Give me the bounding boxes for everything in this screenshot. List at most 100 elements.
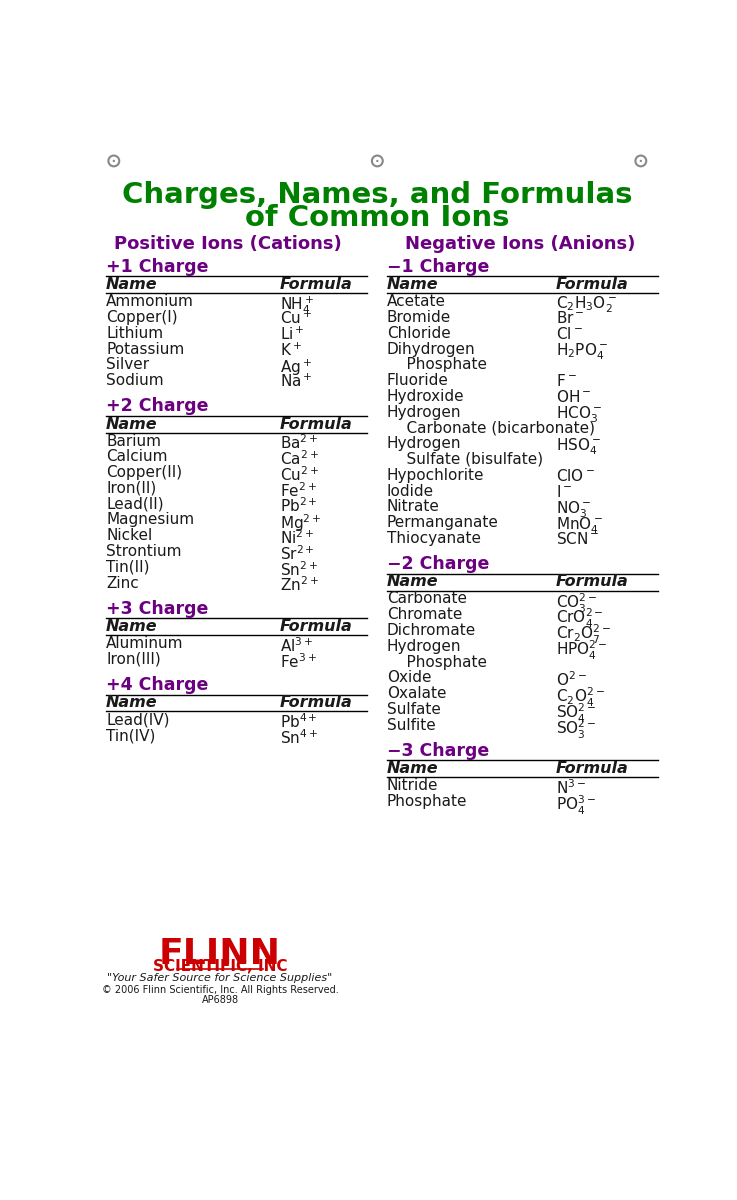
Text: O$^{2-}$: O$^{2-}$ — [556, 671, 587, 689]
Text: PO$_4^{3-}$: PO$_4^{3-}$ — [556, 794, 595, 817]
Text: Charges, Names, and Formulas: Charges, Names, and Formulas — [122, 181, 632, 209]
Text: Chromate: Chromate — [387, 607, 462, 622]
Text: Chloride: Chloride — [387, 325, 450, 341]
Text: Hydrogen: Hydrogen — [387, 404, 461, 420]
Text: Mg$^{2+}$: Mg$^{2+}$ — [279, 512, 321, 534]
Text: Ba$^{2+}$: Ba$^{2+}$ — [279, 433, 318, 452]
Text: SCIENTIFIC, INC: SCIENTIFIC, INC — [153, 959, 287, 973]
Text: Name: Name — [387, 277, 439, 293]
Text: Br$^-$: Br$^-$ — [556, 310, 584, 326]
Text: F$^-$: F$^-$ — [556, 373, 576, 389]
Text: HCO$_3^-$: HCO$_3^-$ — [556, 404, 601, 425]
Text: Fe$^{2+}$: Fe$^{2+}$ — [279, 481, 317, 499]
Text: Lead(II): Lead(II) — [106, 497, 164, 511]
Text: Pb$^{2+}$: Pb$^{2+}$ — [279, 497, 318, 515]
Text: Phosphate: Phosphate — [387, 794, 467, 809]
Text: FLINN: FLINN — [159, 937, 281, 971]
Text: ®: ® — [251, 938, 263, 952]
Text: Name: Name — [387, 761, 439, 776]
Circle shape — [640, 160, 642, 162]
Text: Nitride: Nitride — [387, 778, 438, 793]
Text: Zinc: Zinc — [106, 576, 139, 590]
Text: Li$^+$: Li$^+$ — [279, 325, 304, 343]
Text: Sulfate: Sulfate — [387, 702, 441, 716]
Text: Dihydrogen: Dihydrogen — [387, 342, 475, 356]
Text: Iron(II): Iron(II) — [106, 481, 156, 496]
Text: Strontium: Strontium — [106, 544, 181, 559]
Text: C$_2$H$_3$O$_2^-$: C$_2$H$_3$O$_2^-$ — [556, 294, 617, 314]
Text: CrO$_4^{2-}$: CrO$_4^{2-}$ — [556, 607, 604, 630]
Text: Copper(I): Copper(I) — [106, 310, 178, 325]
Text: Na$^+$: Na$^+$ — [279, 373, 312, 390]
Text: Ammonium: Ammonium — [106, 294, 194, 310]
Text: Hydroxide: Hydroxide — [387, 389, 464, 404]
Text: Oxide: Oxide — [387, 671, 431, 685]
Text: SO$_3^{2-}$: SO$_3^{2-}$ — [556, 718, 596, 740]
Text: Calcium: Calcium — [106, 449, 167, 464]
Text: Bromide: Bromide — [387, 310, 451, 325]
Text: OH$^-$: OH$^-$ — [556, 389, 591, 404]
Text: HSO$_4^-$: HSO$_4^-$ — [556, 437, 601, 457]
Text: SO$_4^{2-}$: SO$_4^{2-}$ — [556, 702, 596, 725]
Text: Cu$^+$: Cu$^+$ — [279, 310, 312, 328]
Text: Formula: Formula — [556, 761, 629, 776]
Text: Formula: Formula — [556, 277, 629, 293]
Text: Ni$^{2+}$: Ni$^{2+}$ — [279, 528, 314, 547]
Text: NH$_4^+$: NH$_4^+$ — [279, 294, 314, 316]
Text: Nickel: Nickel — [106, 528, 153, 544]
Text: "Your Safer Source for Science Supplies": "Your Safer Source for Science Supplies" — [108, 972, 332, 983]
Text: K$^+$: K$^+$ — [279, 342, 301, 359]
Text: Cl$^-$: Cl$^-$ — [556, 325, 582, 342]
Circle shape — [376, 160, 379, 162]
Text: Fluoride: Fluoride — [387, 373, 449, 388]
Text: Silver: Silver — [106, 358, 149, 372]
Text: Sn$^{2+}$: Sn$^{2+}$ — [279, 559, 318, 578]
Text: Formula: Formula — [556, 575, 629, 589]
Text: Formula: Formula — [279, 619, 352, 634]
Text: Name: Name — [387, 575, 439, 589]
Text: Name: Name — [106, 416, 158, 432]
Text: Barium: Barium — [106, 433, 161, 449]
Text: Cr$_2$O$_7^{2-}$: Cr$_2$O$_7^{2-}$ — [556, 623, 611, 646]
Text: Al$^{3+}$: Al$^{3+}$ — [279, 636, 313, 655]
Text: Permanganate: Permanganate — [387, 515, 498, 530]
Text: © 2006 Flinn Scientific, Inc. All Rights Reserved.: © 2006 Flinn Scientific, Inc. All Rights… — [102, 985, 338, 995]
Text: Dichromate: Dichromate — [387, 623, 476, 638]
Text: +1 Charge: +1 Charge — [106, 258, 209, 276]
Text: N$^{3-}$: N$^{3-}$ — [556, 778, 586, 797]
Text: Sodium: Sodium — [106, 373, 164, 388]
Text: Tin(II): Tin(II) — [106, 559, 150, 575]
Text: I$^-$: I$^-$ — [556, 484, 572, 499]
Text: Nitrate: Nitrate — [387, 499, 439, 515]
Text: Ag$^+$: Ag$^+$ — [279, 358, 312, 378]
Text: Magnesium: Magnesium — [106, 512, 195, 528]
Text: Hypochlorite: Hypochlorite — [387, 468, 484, 482]
Text: Name: Name — [106, 695, 158, 710]
Text: Phosphate: Phosphate — [387, 654, 486, 670]
Text: −2 Charge: −2 Charge — [387, 556, 489, 574]
Text: Carbonate (bicarbonate): Carbonate (bicarbonate) — [387, 420, 595, 436]
Text: −1 Charge: −1 Charge — [387, 258, 489, 276]
Text: HPO$_4^{2-}$: HPO$_4^{2-}$ — [556, 638, 607, 662]
Text: Thiocyanate: Thiocyanate — [387, 530, 481, 546]
Text: Name: Name — [106, 277, 158, 293]
Text: Sn$^{4+}$: Sn$^{4+}$ — [279, 728, 318, 746]
Text: Name: Name — [106, 619, 158, 634]
Text: Aluminum: Aluminum — [106, 636, 184, 652]
Text: Sulfite: Sulfite — [387, 718, 436, 733]
Text: Iodide: Iodide — [387, 484, 434, 498]
Circle shape — [113, 160, 115, 162]
Text: CO$_3^{2-}$: CO$_3^{2-}$ — [556, 592, 597, 614]
Text: Carbonate: Carbonate — [387, 592, 467, 606]
Text: Formula: Formula — [279, 416, 352, 432]
Text: Oxalate: Oxalate — [387, 686, 446, 701]
Text: Formula: Formula — [279, 695, 352, 710]
Text: Sulfate (bisulfate): Sulfate (bisulfate) — [387, 452, 542, 467]
Text: H$_2$PO$_4^-$: H$_2$PO$_4^-$ — [556, 342, 608, 362]
Text: +2 Charge: +2 Charge — [106, 397, 209, 415]
Text: Phosphate: Phosphate — [387, 358, 486, 372]
Text: +3 Charge: +3 Charge — [106, 600, 209, 618]
Text: Negative Ions (Anions): Negative Ions (Anions) — [405, 235, 635, 253]
Text: Formula: Formula — [279, 277, 352, 293]
Text: Pb$^{4+}$: Pb$^{4+}$ — [279, 713, 318, 731]
